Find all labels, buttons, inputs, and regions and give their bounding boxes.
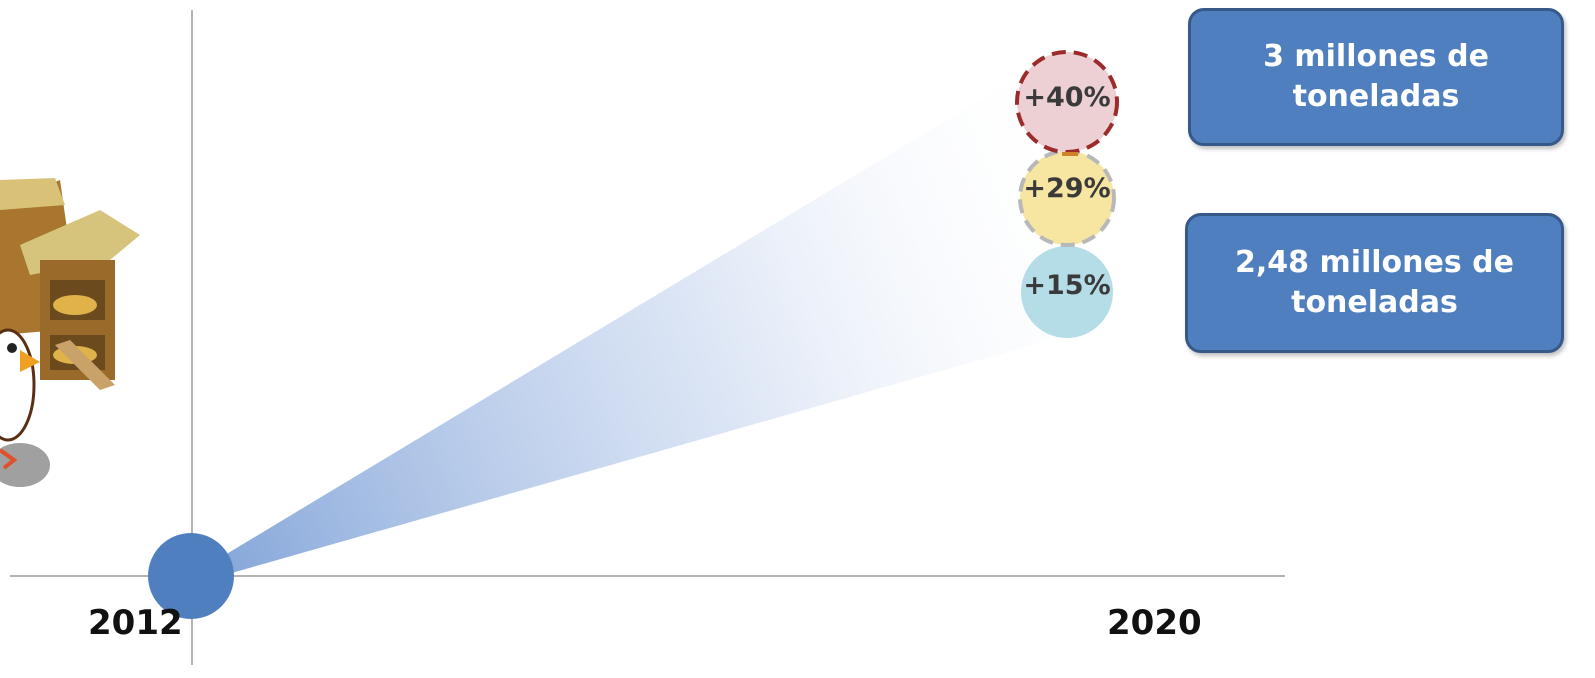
growth-label-40: +40% [1023,82,1111,113]
hen-house-illustration [0,178,140,487]
start-point [148,533,234,619]
callout-3-millones-line2: toneladas [1292,79,1460,114]
year-end-label: 2020 [1107,603,1202,643]
growth-label-15: +15% [1023,270,1111,301]
year-start-label: 2012 [88,603,183,643]
callout-2-48-millones: 2,48 millones de toneladas [1185,213,1564,353]
growth-circle-15 [1021,246,1113,338]
callout-3-millones: 3 millones de toneladas [1188,8,1564,146]
growth-label-29: +29% [1023,173,1111,204]
callout-2-48-millones-line2: toneladas [1291,285,1458,320]
callout-3-millones-line1: 3 millones de [1263,39,1489,74]
callout-2-48-millones-line1: 2,48 millones de [1234,245,1514,280]
growth-cone [200,85,1120,582]
